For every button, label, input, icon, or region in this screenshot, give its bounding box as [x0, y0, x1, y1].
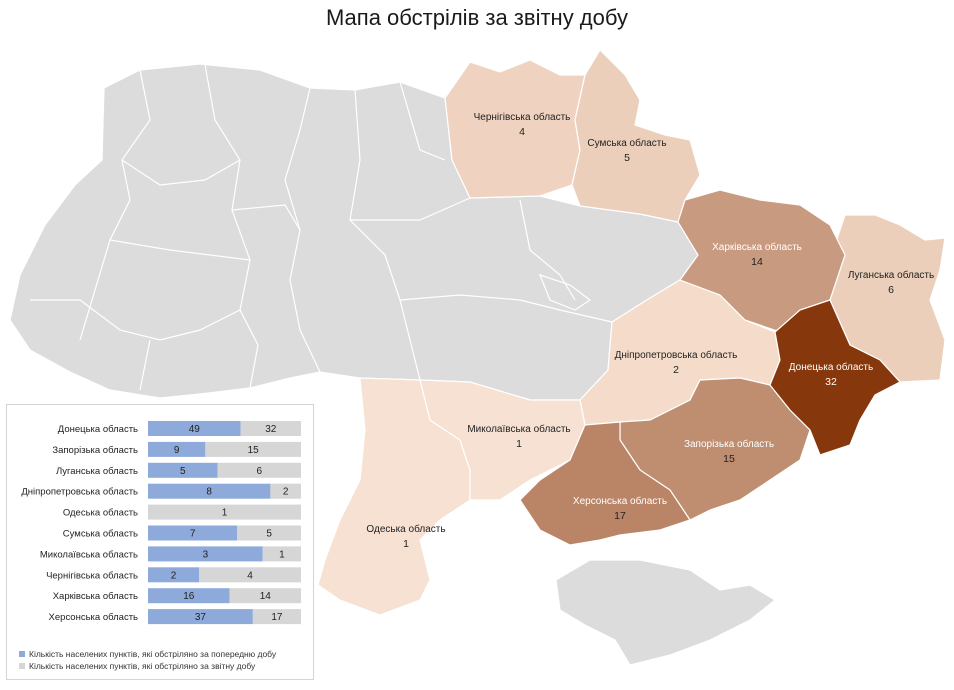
value-mykolaiv: 1 [516, 438, 522, 450]
bar-value-current: 4 [247, 570, 253, 581]
value-zaporizhzhia: 15 [723, 453, 735, 465]
bar-previous [148, 441, 206, 457]
bar-current [229, 588, 301, 604]
label-chernihiv: Чернігівська область [474, 111, 571, 123]
bar-value-previous: 8 [206, 487, 212, 498]
bar-value-previous: 9 [174, 445, 180, 456]
bar-current [217, 462, 301, 478]
bar-current [148, 504, 301, 520]
bar-value-previous: 2 [171, 570, 177, 581]
category-label: Сумська область [63, 529, 138, 540]
bar-value-previous: 5 [180, 466, 186, 477]
bar-current [252, 609, 301, 625]
label-dnipropetrovsk: Дніпропетровська область [615, 349, 738, 361]
category-label: Одеська область [63, 508, 138, 519]
bar-previous [148, 462, 218, 478]
label-donetsk: Донецька область [789, 361, 873, 373]
bar-value-previous: 7 [190, 529, 196, 540]
legend-label-previous: Кількість населених пунктів, які обстріл… [29, 649, 277, 659]
bar-value-current: 2 [283, 487, 289, 498]
category-label: Миколаївська область [40, 549, 138, 560]
bar-value-current: 14 [260, 591, 272, 602]
legend-swatch-previous [19, 651, 25, 657]
bar-value-current: 5 [266, 529, 272, 540]
region-mykolaiv [419, 379, 586, 501]
bar-value-current: 1 [279, 549, 285, 560]
region-sumy [571, 49, 701, 223]
category-label: Запорізька область [52, 445, 138, 456]
value-sumy: 5 [624, 152, 630, 164]
region-donetsk [769, 299, 901, 456]
value-donetsk: 32 [825, 376, 837, 388]
label-luhansk: Луганська область [848, 269, 934, 281]
legend-swatch-current [19, 663, 25, 669]
category-label: Херсонська область [49, 612, 139, 623]
bar-value-current: 6 [256, 466, 262, 477]
bar-current [237, 525, 301, 541]
label-odesa: Одеська область [366, 523, 445, 535]
bar-previous [148, 525, 238, 541]
region-kherson [519, 421, 691, 546]
label-mykolaiv: Миколаївська область [467, 423, 570, 435]
value-odesa: 1 [403, 538, 409, 550]
bar-current [270, 483, 301, 499]
bar-value-current: 32 [265, 424, 277, 435]
label-zaporizhzhia: Запорізька область [684, 438, 774, 450]
category-label: Харківська область [53, 591, 138, 602]
value-dnipropetrovsk: 2 [673, 364, 679, 376]
bar-chart-panel: Донецька область 49 32 Запорізька область 9 1… [6, 404, 314, 680]
bar-previous [148, 421, 241, 436]
bar-previous [148, 483, 271, 499]
bar-previous [148, 609, 253, 625]
legend-item-current: Кількість населених пунктів, які обстріл… [19, 661, 255, 671]
bar-previous [148, 567, 199, 583]
category-label: Луганська область [56, 466, 138, 477]
region-labels: Чернігівська область 4 Сумська область 5… [366, 111, 934, 550]
bar-previous [148, 546, 263, 562]
category-label: Дніпропетровська область [21, 487, 138, 498]
bar-current [262, 546, 301, 562]
category-label: Донецька область [58, 424, 138, 435]
bar-current [240, 421, 301, 436]
bar-value-current: 17 [271, 612, 283, 623]
bar-value-previous: 37 [195, 612, 207, 623]
bar-value-previous: 16 [183, 591, 195, 602]
label-sumy: Сумська область [587, 137, 666, 149]
bar-value-previous: 3 [203, 549, 209, 560]
grey-region-borders [30, 64, 613, 391]
category-label: Чернігівська область [46, 570, 138, 581]
value-chernihiv: 4 [519, 126, 525, 138]
map-title: Мапа обстрілів за звітну добу [325, 5, 628, 30]
value-kherson: 17 [614, 510, 626, 522]
label-kherson: Херсонська область [573, 495, 667, 507]
bar-previous [148, 588, 230, 604]
bar-current [205, 441, 301, 457]
legend-label-current: Кількість населених пунктів, які обстріл… [29, 661, 256, 671]
value-kharkiv: 14 [751, 256, 763, 268]
value-luhansk: 6 [888, 284, 894, 296]
region-chernihiv [444, 59, 586, 199]
bar-value-current: 15 [248, 445, 260, 456]
bar-value-previous: 49 [189, 424, 201, 435]
label-kharkiv: Харківська область [712, 241, 802, 253]
bar-current [199, 567, 301, 583]
crimea-area [555, 559, 777, 666]
legend-item-previous: Кількість населених пунктів, які обстріл… [19, 649, 276, 659]
bar-value-current: 1 [222, 508, 228, 519]
